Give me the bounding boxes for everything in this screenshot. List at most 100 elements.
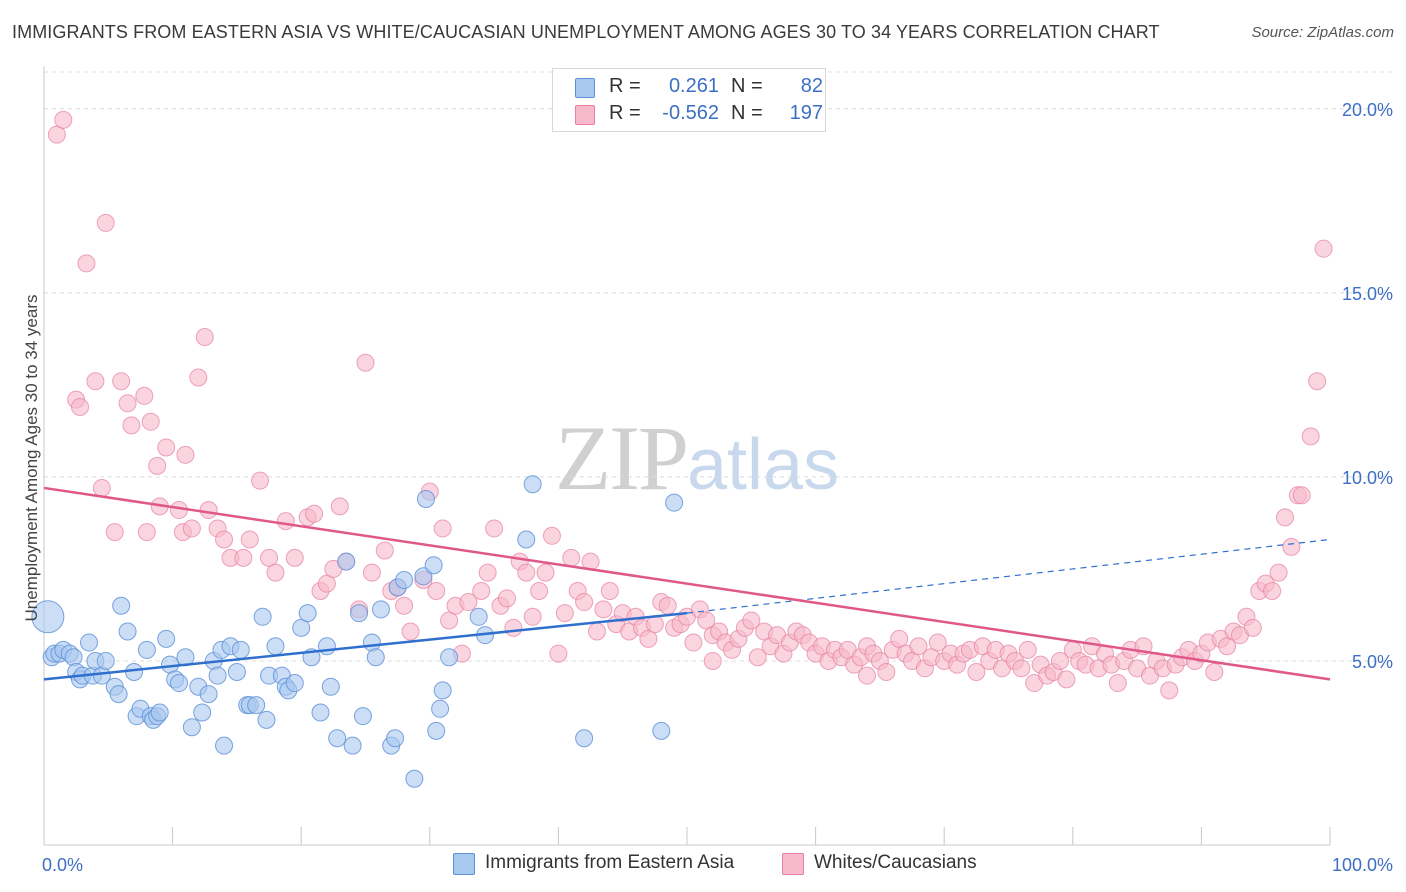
whites-point [1314,239,1333,258]
whites-point [536,563,555,582]
immigrants-point [433,681,452,700]
whites-point [92,478,111,497]
whites-point [530,582,549,601]
whites-point [141,412,160,431]
immigrants-point [469,607,488,626]
whites-point [375,541,394,560]
chart-source: Source: ZipAtlas.com [1251,24,1394,41]
whites-point [427,582,446,601]
immigrants-point [395,570,414,589]
whites-point [1205,662,1224,681]
whites-point [1243,618,1262,637]
whites-point [472,582,491,601]
whites-point [497,589,516,608]
immigrants-point [96,651,115,670]
whites-point [1282,537,1301,556]
immigrants-point [311,703,330,722]
y-axis-title: Unemployment Among Ages 30 to 34 years [22,295,41,622]
whites-point [433,519,452,538]
immigrants-point [215,736,234,755]
legend-label-whites: Whites/Caucasians [814,852,977,873]
whites-point [276,512,295,531]
whites-point [1301,427,1320,446]
blue-swatch [575,78,595,98]
r-label: R = [609,75,641,97]
whites-point [240,530,259,549]
immigrants-point [328,729,347,748]
immigrants-point [386,729,405,748]
whites-point [1292,486,1311,505]
whites-point [96,213,115,232]
immigrants-point [170,674,189,693]
whites-point [459,593,478,612]
whites-point [118,394,137,413]
x-tick-label-right: 100.0% [1332,855,1393,875]
whites-point [157,438,176,457]
whites-point [877,662,896,681]
immigrants-point [517,530,536,549]
whites-point [215,530,234,549]
whites-point [1012,659,1031,678]
whites-point [285,548,304,567]
immigrants-point [137,640,156,659]
whites-point [600,582,619,601]
y-tick-labels: 5.0% 10.0% 15.0% 20.0% [1342,100,1393,672]
immigrants-point [665,493,684,512]
immigrants-point [125,662,144,681]
whites-point [182,519,201,538]
immigrants-point [317,637,336,656]
x-tick-label-left: 0.0% [42,855,83,875]
whites-point [176,445,195,464]
immigrants-point [337,552,356,571]
whites-point [703,651,722,670]
immigrants-point [366,648,385,667]
whites-point [122,416,141,435]
immigrants-trend-line [43,611,688,681]
whites-point [928,633,947,652]
axes [43,66,1331,846]
whites-point [86,372,105,391]
y-axis-label: Unemployment Among Ages 30 to 34 years [22,295,41,622]
whites-point [330,497,349,516]
whites-point [562,548,581,567]
whites-point [305,504,324,523]
whites-point [395,596,414,615]
n-value-blue: 82 [800,75,823,97]
immigrants-point [285,674,304,693]
whites-point [1057,670,1076,689]
immigrants-point [427,721,446,740]
whites-point [356,353,375,372]
whites-point [189,368,208,387]
trend-lines [43,486,1331,681]
whites-point [742,611,761,630]
immigrants-point [298,604,317,623]
immigrants-point [253,607,272,626]
whites-point [575,593,594,612]
whites-point [684,633,703,652]
x-tick-labels: 0.0% 100.0% [42,855,1393,875]
immigrants-point [371,600,390,619]
immigrants-point [80,633,99,652]
whites-point [77,254,96,273]
y-tick-label: 20.0% [1342,100,1393,120]
r-value-pink: -0.562 [662,102,719,124]
pink-swatch [575,105,595,125]
immigrants-point [321,677,340,696]
whites-point [517,563,536,582]
immigrants-point [353,707,372,726]
immigrants-point [150,703,169,722]
r-label: R = [609,102,641,124]
whites-point [1160,681,1179,700]
chart-title: IMMIGRANTS FROM EASTERN ASIA VS WHITE/CA… [12,22,1160,42]
whites-point [485,519,504,538]
whites-point [909,637,928,656]
blue-swatch [453,853,475,875]
immigrants-point [199,685,218,704]
immigrants-point [652,721,671,740]
immigrants-point [523,475,542,494]
whites-point [71,397,90,416]
r-value-blue: 0.261 [668,75,719,97]
immigrants-point [231,640,250,659]
whites-point [1108,674,1127,693]
